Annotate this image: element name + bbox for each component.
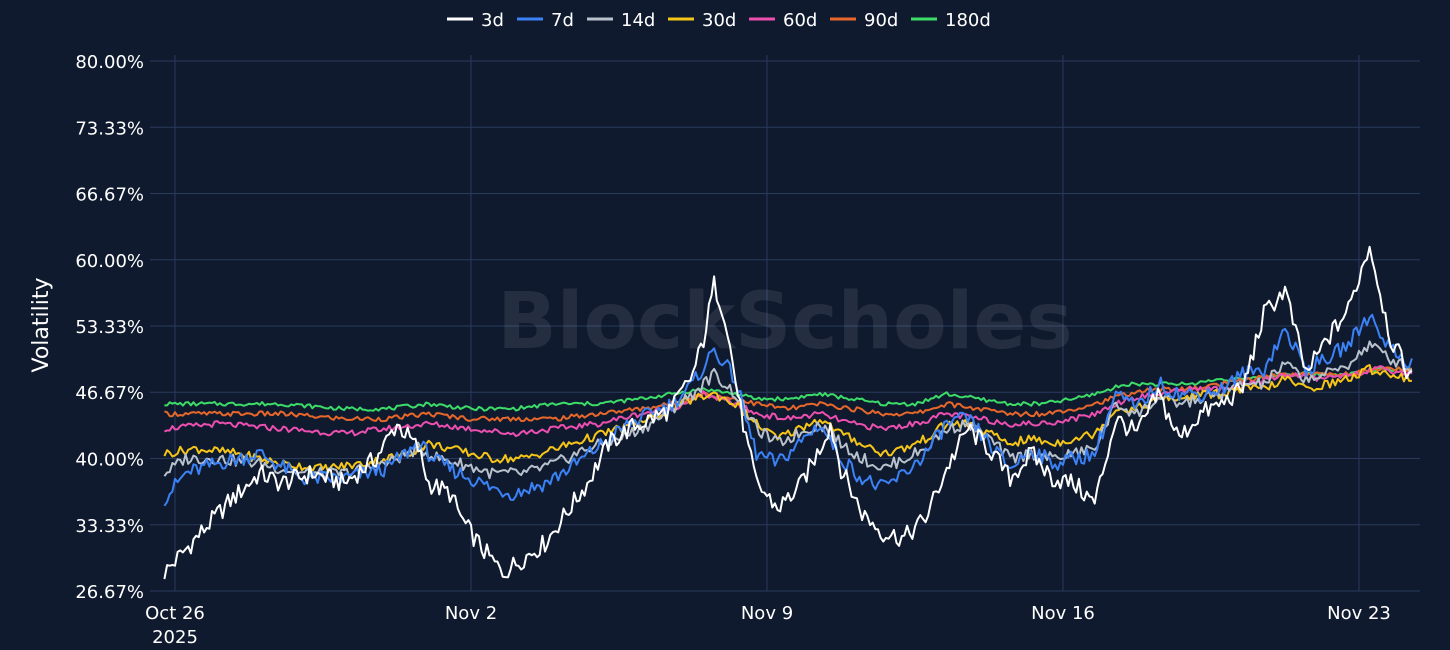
y-tick-label: 73.33% bbox=[75, 118, 144, 139]
y-tick-label: 53.33% bbox=[75, 317, 144, 338]
series-line-3d bbox=[163, 245, 1413, 580]
y-tick-label: 46.67% bbox=[75, 383, 144, 404]
y-tick-label: 80.00% bbox=[75, 52, 144, 73]
x-tick-label: Nov 23 bbox=[1327, 603, 1391, 624]
y-tick-label: 60.00% bbox=[75, 251, 144, 272]
y-tick-label: 40.00% bbox=[75, 450, 144, 471]
y-tick-label: 66.67% bbox=[75, 184, 144, 205]
legend-label-60d: 60d bbox=[783, 10, 817, 31]
legend-label-14d: 14d bbox=[621, 10, 655, 31]
x-tick-label: Oct 26 bbox=[145, 603, 205, 624]
series-line-180d bbox=[164, 366, 1412, 412]
x-tick-sublabel: 2025 bbox=[152, 627, 198, 648]
series-line-7d bbox=[163, 313, 1413, 507]
legend-label-3d: 3d bbox=[481, 10, 504, 31]
x-tick-label: Nov 9 bbox=[741, 603, 793, 624]
legend-label-90d: 90d bbox=[864, 10, 898, 31]
legend-label-30d: 30d bbox=[702, 10, 736, 31]
watermark: BlockScholes bbox=[497, 277, 1072, 367]
x-axis-ticks: Oct 26 2025 Nov 2 Nov 9 Nov 16 Nov 23 bbox=[145, 603, 1391, 648]
series-lines bbox=[163, 245, 1413, 580]
y-axis-label: Volatility bbox=[29, 277, 54, 372]
y-tick-label: 26.67% bbox=[75, 582, 144, 603]
series-line-90d bbox=[164, 366, 1413, 423]
legend-label-7d: 7d bbox=[551, 10, 574, 31]
legend-label-180d: 180d bbox=[945, 10, 991, 31]
x-tick-label: Nov 2 bbox=[445, 603, 497, 624]
x-tick-label: Nov 16 bbox=[1031, 603, 1095, 624]
legend: 3d 7d 14d 30d 60d 90d 180d bbox=[447, 10, 991, 31]
y-tick-label: 33.33% bbox=[75, 516, 144, 537]
y-axis-ticks: 26.67% 33.33% 40.00% 46.67% 53.33% 60.00% 66.6… bbox=[75, 52, 144, 603]
